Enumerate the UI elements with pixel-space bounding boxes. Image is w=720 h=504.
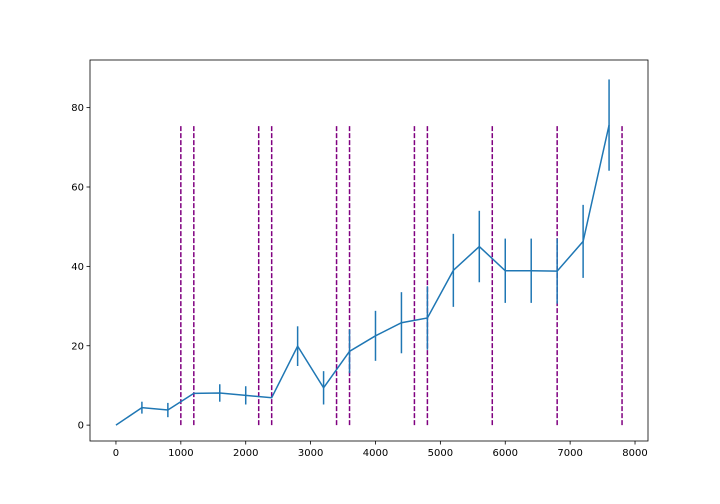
vertical-dashed-lines (180, 125, 623, 426)
y-tick-label: 80 (71, 103, 84, 114)
y-tick-label: 0 (78, 421, 84, 432)
axes-frame (89, 59, 649, 442)
y-tick-label: 60 (71, 183, 84, 194)
x-tick-label: 4000 (363, 448, 388, 459)
y-tick-label: 40 (71, 262, 84, 273)
x-tick-label: 5000 (428, 448, 453, 459)
x-tick-label: 2000 (233, 448, 258, 459)
x-axis-ticks: 0 1000 2000 3000 4000 5000 6000 7000 8000 (113, 441, 648, 459)
y-tick-label: 20 (71, 341, 84, 352)
x-tick-label: 8000 (622, 448, 647, 459)
error-bars (141, 79, 610, 418)
x-tick-label: 3000 (298, 448, 323, 459)
x-tick-label: 7000 (557, 448, 582, 459)
x-tick-label: 0 (113, 448, 119, 459)
y-axis-ticks: 0 20 40 60 80 (71, 103, 90, 432)
x-tick-label: 6000 (493, 448, 518, 459)
x-tick-label: 1000 (168, 448, 193, 459)
series-line (115, 124, 610, 426)
